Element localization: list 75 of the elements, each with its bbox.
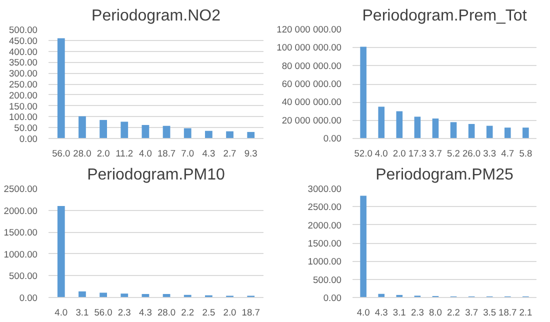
y-tick-label: 500.00 (8, 271, 38, 282)
y-tick-label: 1500.00 (4, 228, 38, 238)
y-tick-label: 400.00 (8, 46, 38, 57)
x-tick-label: 2.3 (118, 308, 131, 318)
x-tick-label: 5.2 (447, 148, 460, 158)
x-tick-label: 18.7 (242, 308, 260, 318)
x-tick-label: 17.3 (408, 148, 427, 158)
x-tick-label: 4.0 (138, 148, 152, 158)
x-tick-label: 5.8 (519, 148, 532, 158)
x-tick-label: 28.0 (157, 308, 176, 318)
y-tick-label: 350.00 (8, 58, 38, 68)
x-tick-label: 56.0 (94, 308, 112, 318)
y-tick-label: 0.00 (19, 134, 38, 144)
y-tick-label: 80 000 000.00 (282, 60, 342, 71)
y-tick-label: 1000.00 (4, 249, 38, 260)
y-tick-label: 250.00 (8, 80, 38, 90)
y-tick-label: 100.00 (8, 112, 38, 122)
y-tick-label: 2000.00 (4, 206, 38, 216)
chart-title: Periodogram.PM10 (87, 166, 226, 184)
x-tick-label: 3.1 (76, 308, 89, 318)
x-tick-label: 4.0 (54, 308, 68, 318)
y-tick-label: 2500.00 (4, 184, 38, 194)
x-tick-label: 2.1 (519, 308, 532, 318)
y-tick-label: 0.00 (19, 293, 38, 303)
x-tick-label: 18.7 (498, 308, 517, 318)
x-tick-label: 2.0 (392, 148, 406, 158)
x-tick-label: 2.7 (223, 148, 236, 158)
y-tick-label: 0.00 (323, 293, 342, 303)
x-tick-label: 9.3 (244, 148, 258, 158)
x-tick-label: 2.0 (96, 148, 110, 158)
y-tick-label: 300.00 (8, 68, 38, 79)
x-tick-label: 3.7 (465, 308, 478, 318)
x-tick-label: 8.0 (428, 308, 442, 318)
chart-title: Periodogram.NO2 (92, 8, 221, 24)
x-tick-label: 2.2 (181, 308, 194, 318)
y-tick-label: 60 000 000.00 (282, 79, 342, 89)
y-tick-label: 450.00 (8, 36, 38, 46)
y-tick-label: 120 000 000.00 (276, 24, 342, 34)
x-tick-label: 2.3 (410, 308, 424, 318)
x-tick-label: 4.3 (202, 148, 216, 158)
chart-title: Periodogram.PM25 (376, 166, 514, 184)
x-tick-label: 3.3 (483, 148, 496, 158)
x-tick-label: 28.0 (73, 148, 92, 158)
x-tick-label: 18.7 (157, 148, 176, 158)
y-tick-label: 0.00 (323, 134, 342, 144)
x-tick-label: 11.2 (116, 148, 134, 158)
y-tick-label: 1500.00 (308, 238, 342, 248)
x-tick-label: 4.0 (356, 308, 370, 318)
x-tick-label: 4.0 (374, 148, 388, 158)
x-tick-label: 3.5 (483, 308, 496, 318)
y-tick-label: 2500.00 (308, 202, 342, 212)
x-tick-label: 56.0 (52, 148, 70, 158)
x-tick-label: 4.7 (501, 148, 514, 158)
chart-title: Periodogram.Prem_Tot (362, 8, 528, 24)
y-tick-label: 2000.00 (308, 220, 342, 230)
y-tick-label: 150.00 (8, 101, 38, 112)
y-tick-label: 100 000 000.00 (276, 42, 342, 53)
x-tick-label: 26.0 (462, 148, 481, 158)
y-tick-label: 20 000 000.00 (282, 115, 342, 126)
x-tick-label: 2.0 (223, 308, 236, 318)
y-tick-label: 1000.00 (308, 256, 342, 267)
x-tick-label: 7.0 (181, 148, 194, 158)
x-tick-label: 4.3 (374, 308, 388, 318)
y-tick-label: 500.00 (312, 274, 342, 285)
x-tick-label: 2.2 (447, 308, 460, 318)
x-tick-label: 52.0 (354, 148, 372, 158)
x-tick-label: 2.5 (202, 308, 216, 318)
y-tick-label: 200.00 (8, 90, 38, 100)
y-tick-label: 40 000 000.00 (282, 97, 342, 108)
y-tick-label: 500.00 (8, 25, 38, 35)
x-tick-label: 3.1 (392, 308, 406, 318)
y-tick-label: 3000.00 (308, 184, 342, 194)
x-tick-label: 4.3 (138, 308, 152, 318)
y-tick-label: 50.00 (14, 123, 38, 134)
x-tick-label: 3.7 (428, 148, 442, 158)
